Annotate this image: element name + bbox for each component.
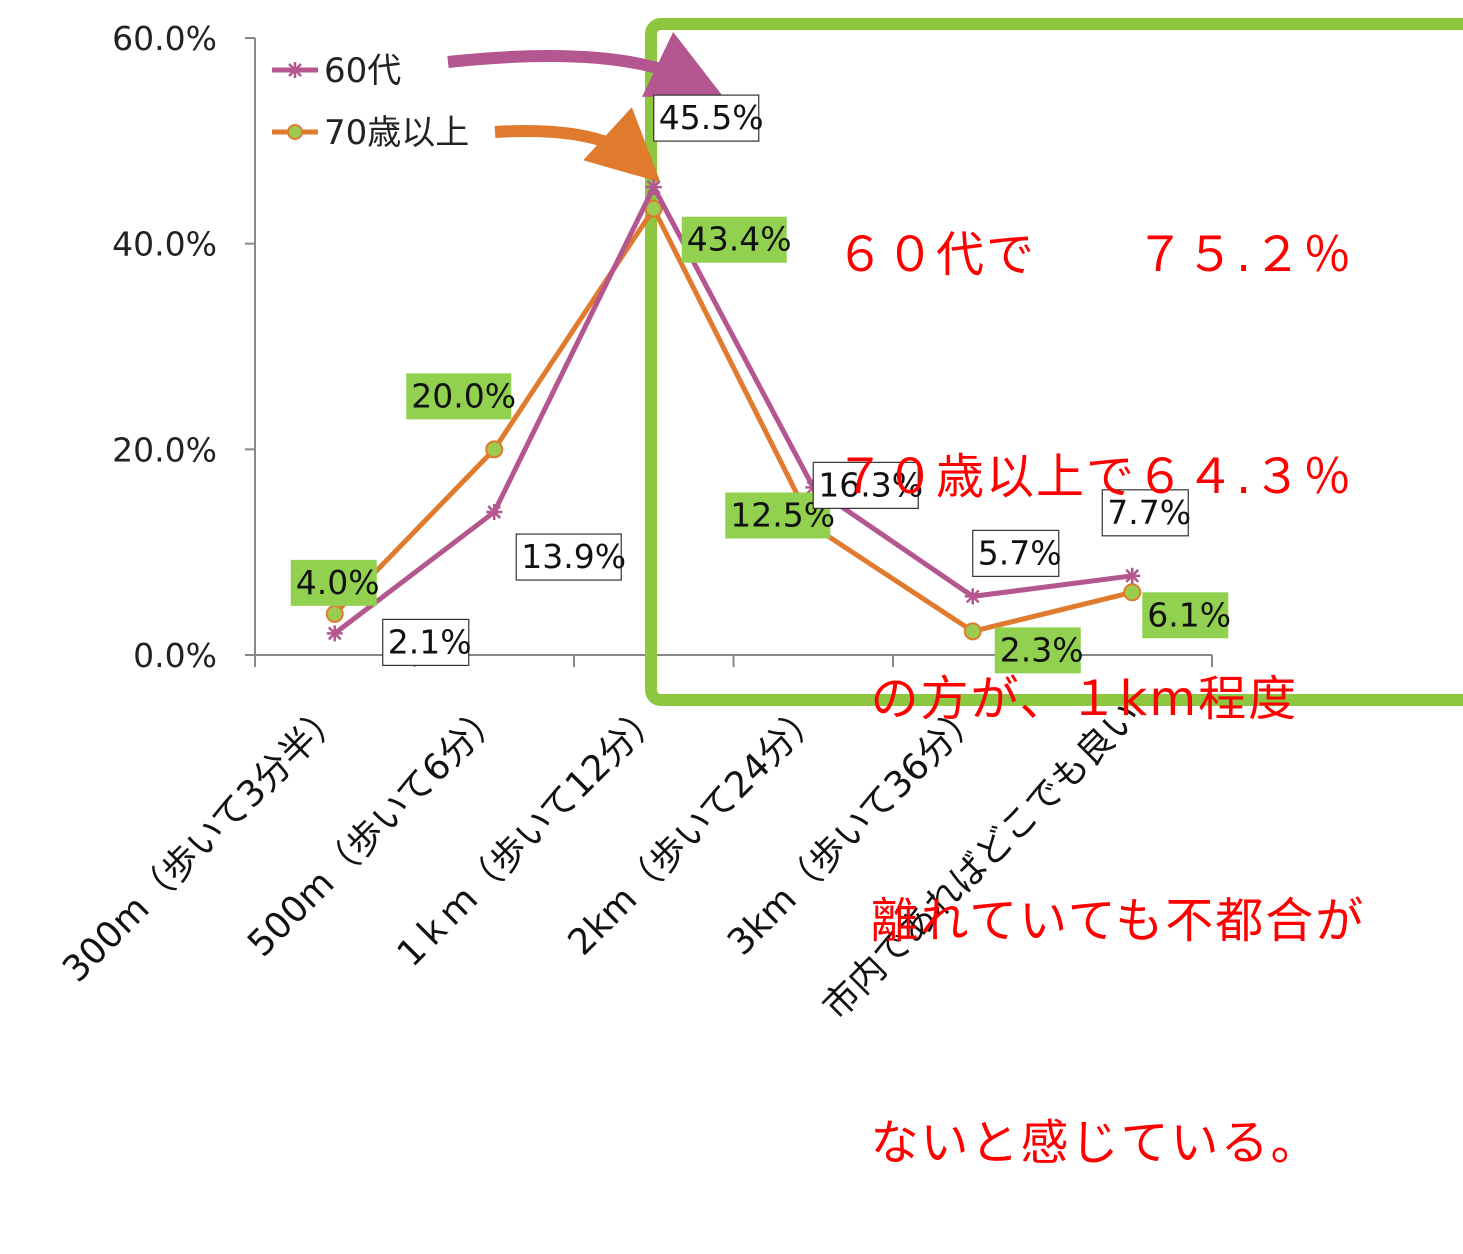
series-layer <box>325 179 1142 642</box>
point-70 <box>963 622 982 641</box>
y-tick-label: 20.0% <box>112 430 217 469</box>
data-label-text: 6.1% <box>1147 595 1231 634</box>
data-label-box <box>1101 489 1189 537</box>
point-70 <box>485 440 504 459</box>
data-label: 12.5% <box>725 492 835 539</box>
legend-label: 60代 <box>324 51 401 91</box>
data-label-text: 43.4% <box>687 220 792 259</box>
legend-marker <box>287 124 303 140</box>
legend-marker <box>287 62 303 78</box>
y-tick-label: 40.0% <box>112 225 217 264</box>
data-label: 2.3% <box>994 627 1084 674</box>
data-labels-layer: 4.0% 20.0% 43.4% 12.5% 2.3% 6.1% 2.1% 13.9% 45.5… <box>290 94 1231 674</box>
data-label-text: 5.7% <box>978 533 1062 572</box>
legend-label: 70歳以上 <box>324 113 469 153</box>
data-label-text: 7.7% <box>1107 493 1191 532</box>
data-label-text: 2.3% <box>1000 630 1084 669</box>
series-line-60 <box>333 184 1133 636</box>
annotation-line: ないと感じている。 <box>836 1115 1321 1171</box>
arrow-60 <box>447 31 723 97</box>
data-label: 5.7% <box>972 529 1062 577</box>
legend-entry: 60代 <box>272 51 401 91</box>
data-label-box <box>515 533 622 581</box>
y-tick-label: 60.0% <box>112 19 217 58</box>
x-tick-label: 300m（歩いて3分半） <box>55 694 351 990</box>
legend: 60代 70歳以上 <box>272 51 469 153</box>
highlight-rect <box>645 18 1463 706</box>
data-label: 6.1% <box>1142 592 1231 639</box>
annotation-line: 離れていても不都合が <box>836 893 1366 949</box>
arrow-70 <box>494 107 661 183</box>
data-label: 13.9% <box>515 533 626 581</box>
data-label: 16.3% <box>812 461 923 509</box>
point-60 <box>486 504 503 521</box>
data-label: 45.5% <box>653 94 764 142</box>
annotation-line: の方が、１km程度 <box>836 671 1299 727</box>
data-label-box <box>406 373 512 420</box>
point-60 <box>326 625 343 642</box>
data-label: 2.1% <box>382 618 472 667</box>
data-label-text: 4.0% <box>296 563 380 602</box>
data-label: 4.0% <box>290 559 380 606</box>
y-tick-label: 0.0% <box>133 636 217 675</box>
legend-entry: 70歳以上 <box>272 113 469 153</box>
point-70 <box>1123 583 1142 602</box>
series-line-70 <box>332 206 1133 634</box>
data-label: 43.4% <box>681 216 792 263</box>
point-70 <box>325 604 344 623</box>
data-label-box <box>653 94 760 142</box>
data-label: 20.0% <box>406 373 516 420</box>
data-label-box <box>1142 592 1229 639</box>
annotation-line: ６０代で ７５.２％ <box>836 227 1354 283</box>
data-label-box <box>681 216 787 263</box>
point-60 <box>645 179 662 196</box>
highlight-box <box>645 18 1463 706</box>
annotation-text: ６０代で ７５.２％ ７０歳以上で６４.３％ の方が、１km程度 離れていても不… <box>836 70 1365 1254</box>
data-label-box <box>812 461 919 509</box>
annotation-line: ７０歳以上で６４.３％ <box>836 449 1354 505</box>
data-label: 7.7% <box>1101 489 1191 537</box>
point-60 <box>1124 567 1141 584</box>
data-label-text: 45.5% <box>659 98 764 137</box>
legend-arrows <box>447 31 723 183</box>
data-label-box <box>290 559 377 606</box>
data-label-box <box>994 627 1081 674</box>
data-label-text: 20.0% <box>411 376 516 415</box>
data-label-box <box>972 529 1060 577</box>
x-tick-label: 1ｋｍ（歩いて12分） <box>390 694 670 974</box>
line-chart: 0.0%20.0%40.0%60.0%300m（歩いて3分半）500m（歩いて6… <box>55 18 1463 1028</box>
data-label-text: 16.3% <box>818 465 923 504</box>
data-label-text: 2.1% <box>388 622 472 661</box>
data-label-text: 13.9% <box>521 537 626 576</box>
point-60 <box>964 588 981 605</box>
data-label-box <box>382 618 470 667</box>
